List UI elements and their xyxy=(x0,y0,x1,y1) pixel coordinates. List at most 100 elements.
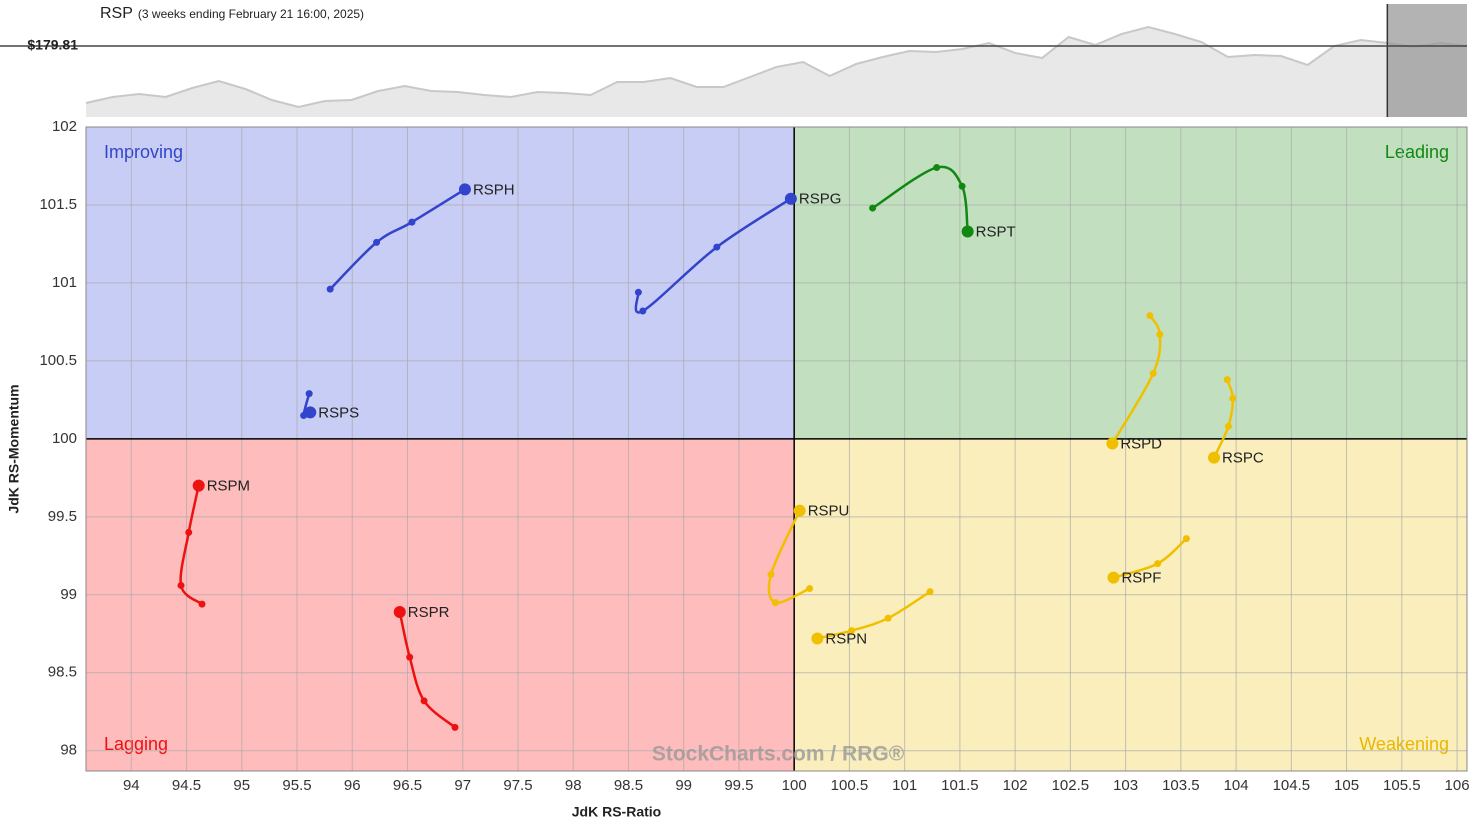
tail-head xyxy=(304,406,317,419)
y-axis-title: JdK RS-Momentum xyxy=(6,384,22,513)
plot-frame xyxy=(85,126,1468,772)
series-label: RSPN xyxy=(825,630,867,647)
tail-point xyxy=(869,204,877,212)
tail xyxy=(328,188,467,291)
quadrant xyxy=(794,438,1467,771)
tail-head xyxy=(458,183,471,196)
series-label: RSPF xyxy=(1121,570,1161,587)
y-tick-label: 98.5 xyxy=(48,664,77,681)
tail-head xyxy=(961,225,974,238)
x-tick-label: 105 xyxy=(1334,777,1359,794)
tail-point xyxy=(933,164,941,172)
x-tick-label: 100.5 xyxy=(831,777,869,794)
tail-head xyxy=(393,605,406,618)
x-tick-label: 102.5 xyxy=(1052,777,1090,794)
y-tick-label: 99 xyxy=(60,586,77,603)
tail-point xyxy=(305,390,313,398)
tail xyxy=(816,590,932,640)
x-tick-label: 105.5 xyxy=(1383,777,1421,794)
tail-point xyxy=(326,285,334,293)
price-label: $179.81 xyxy=(27,37,78,53)
tail-point xyxy=(177,581,185,589)
x-tick-label: 98.5 xyxy=(614,777,643,794)
x-tick-label: 95 xyxy=(233,777,250,794)
series-label: RSPD xyxy=(1120,436,1162,453)
tail-point xyxy=(1149,369,1157,377)
price-area xyxy=(86,27,1467,117)
price-line xyxy=(85,25,1468,109)
series-label: RSPR xyxy=(408,604,450,621)
x-axis-title: JdK RS-Ratio xyxy=(572,804,661,820)
highlight-window xyxy=(1387,4,1467,117)
tail xyxy=(634,197,793,314)
quadrant-label: Lagging xyxy=(104,734,168,754)
series-label: RSPS xyxy=(318,404,359,421)
y-tick-label: 102 xyxy=(52,118,77,135)
x-tick-label: 104 xyxy=(1224,777,1249,794)
tail-point xyxy=(806,585,814,593)
series-label: RSPM xyxy=(207,478,250,495)
tail-point xyxy=(185,528,193,536)
tail-point xyxy=(771,599,779,607)
tail-point xyxy=(451,723,459,731)
x-tick-label: 101 xyxy=(892,777,917,794)
tail xyxy=(179,484,204,606)
x-tick-label: 106 xyxy=(1445,777,1470,794)
tail-point xyxy=(1182,535,1190,543)
chart-subtitle: (3 weeks ending February 21 16:00, 2025) xyxy=(138,7,364,21)
tail xyxy=(1212,378,1235,459)
tail-point xyxy=(1154,560,1162,568)
x-tick-label: 95.5 xyxy=(282,777,311,794)
y-tick-label: 100.5 xyxy=(39,352,77,369)
series-label: RSPH xyxy=(473,181,515,198)
tail-point xyxy=(1223,376,1231,384)
tail-head xyxy=(192,479,205,492)
series-label: RSPC xyxy=(1222,450,1264,467)
tail-head xyxy=(1107,571,1120,584)
tail xyxy=(1111,314,1162,445)
x-tick-label: 103 xyxy=(1113,777,1138,794)
series-label: RSPU xyxy=(808,503,850,520)
tail-point xyxy=(1224,422,1232,430)
tail-point xyxy=(1156,330,1164,338)
tail xyxy=(871,165,969,233)
watermark: StockCharts.com / RRG® xyxy=(652,743,905,766)
x-tick-label: 97.5 xyxy=(503,777,532,794)
tail-head xyxy=(1106,437,1119,450)
x-tick-label: 101.5 xyxy=(941,777,979,794)
tail-point xyxy=(1229,394,1237,402)
x-tick-label: 99 xyxy=(675,777,692,794)
tail-point xyxy=(926,588,934,596)
x-tick-label: 96.5 xyxy=(393,777,422,794)
tail-point xyxy=(958,182,966,190)
tail-point xyxy=(848,627,856,635)
tail-point xyxy=(767,571,775,579)
y-tick-label: 101 xyxy=(52,274,77,291)
y-tick-label: 99.5 xyxy=(48,508,77,525)
quadrant-label: Weakening xyxy=(1359,734,1449,754)
series-label: RSPT xyxy=(976,223,1016,240)
tail xyxy=(398,610,457,729)
tail-point xyxy=(420,697,428,705)
y-tick-label: 101.5 xyxy=(39,196,77,213)
tail-point xyxy=(1146,312,1154,320)
tail-point xyxy=(884,614,892,622)
tail-point xyxy=(408,218,416,226)
tail-point xyxy=(198,600,206,608)
tail-head xyxy=(793,504,806,517)
quadrant-label: Improving xyxy=(104,142,183,162)
y-tick-label: 98 xyxy=(60,742,77,759)
x-tick-label: 99.5 xyxy=(724,777,753,794)
tail-point xyxy=(713,243,721,251)
tail-point xyxy=(634,288,642,296)
x-tick-label: 100 xyxy=(782,777,807,794)
tail-head xyxy=(1208,451,1221,464)
tail-point xyxy=(406,653,414,661)
x-tick-label: 96 xyxy=(344,777,361,794)
y-tick-label: 100 xyxy=(52,430,77,447)
quadrant-label: Leading xyxy=(1385,142,1449,162)
x-tick-label: 104.5 xyxy=(1273,777,1311,794)
tail-head xyxy=(811,632,824,645)
x-tick-label: 98 xyxy=(565,777,582,794)
